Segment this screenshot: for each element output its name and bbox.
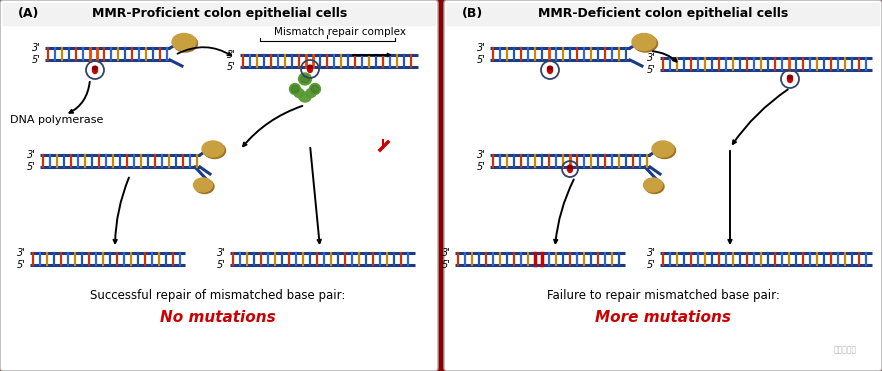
Ellipse shape [291,85,299,93]
Text: 3': 3' [647,248,656,258]
Text: 5': 5' [217,260,226,270]
Text: More mutations: More mutations [595,311,731,325]
Ellipse shape [308,65,312,69]
Text: 5': 5' [17,260,26,270]
Ellipse shape [567,165,572,173]
Bar [447,3,879,25]
Text: MMR-Deficient colon epithelial cells: MMR-Deficient colon epithelial cells [538,7,789,20]
Ellipse shape [654,142,676,158]
Text: 5': 5' [32,55,41,65]
Text: 5': 5' [228,62,236,72]
Ellipse shape [174,35,198,52]
Ellipse shape [788,75,793,79]
Text: 凯莱英药闻: 凯莱英药闻 [833,345,856,355]
Ellipse shape [294,89,304,98]
Text: (B): (B) [462,7,483,20]
Ellipse shape [301,75,310,83]
Text: 5': 5' [647,65,656,75]
Text: 3': 3' [27,150,36,160]
Ellipse shape [311,85,319,93]
Ellipse shape [632,33,656,50]
Ellipse shape [93,66,98,70]
Text: 5': 5' [477,55,486,65]
FancyBboxPatch shape [0,0,438,371]
Text: MMR-Proficient colon epithelial cells: MMR-Proficient colon epithelial cells [93,7,348,20]
Text: DNA polymerase: DNA polymerase [10,115,103,125]
Ellipse shape [172,33,196,50]
Ellipse shape [298,73,311,85]
Ellipse shape [204,142,226,158]
Ellipse shape [567,165,572,169]
Text: 3': 3' [477,150,486,160]
Text: 5': 5' [647,260,656,270]
Text: 3': 3' [647,53,656,63]
Ellipse shape [788,76,793,82]
Ellipse shape [306,89,316,98]
Ellipse shape [289,83,301,95]
Ellipse shape [193,178,213,192]
Text: Successful repair of mismatched base pair:: Successful repair of mismatched base pai… [90,289,346,302]
Ellipse shape [195,180,214,194]
Ellipse shape [645,180,664,194]
Ellipse shape [548,66,552,70]
Text: Mismatch repair complex: Mismatch repair complex [274,27,406,37]
Ellipse shape [652,141,674,157]
Ellipse shape [644,178,662,192]
Text: 3': 3' [442,248,451,258]
Ellipse shape [633,35,657,52]
Ellipse shape [310,83,320,95]
Text: 3': 3' [32,43,41,53]
Text: 5': 5' [27,162,36,172]
FancyBboxPatch shape [444,0,882,371]
Text: Failure to repair mismatched base pair:: Failure to repair mismatched base pair: [547,289,780,302]
Ellipse shape [308,66,312,72]
Ellipse shape [299,92,311,102]
Text: 3': 3' [477,43,486,53]
Text: 5': 5' [442,260,451,270]
Ellipse shape [202,141,224,157]
Text: 3': 3' [17,248,26,258]
Ellipse shape [548,66,552,73]
Text: 3': 3' [217,248,226,258]
Text: (A): (A) [18,7,40,20]
Text: 5': 5' [477,162,486,172]
Bar [3,3,435,25]
Text: 3': 3' [228,50,236,60]
Ellipse shape [93,66,98,73]
Text: No mutations: No mutations [161,311,276,325]
